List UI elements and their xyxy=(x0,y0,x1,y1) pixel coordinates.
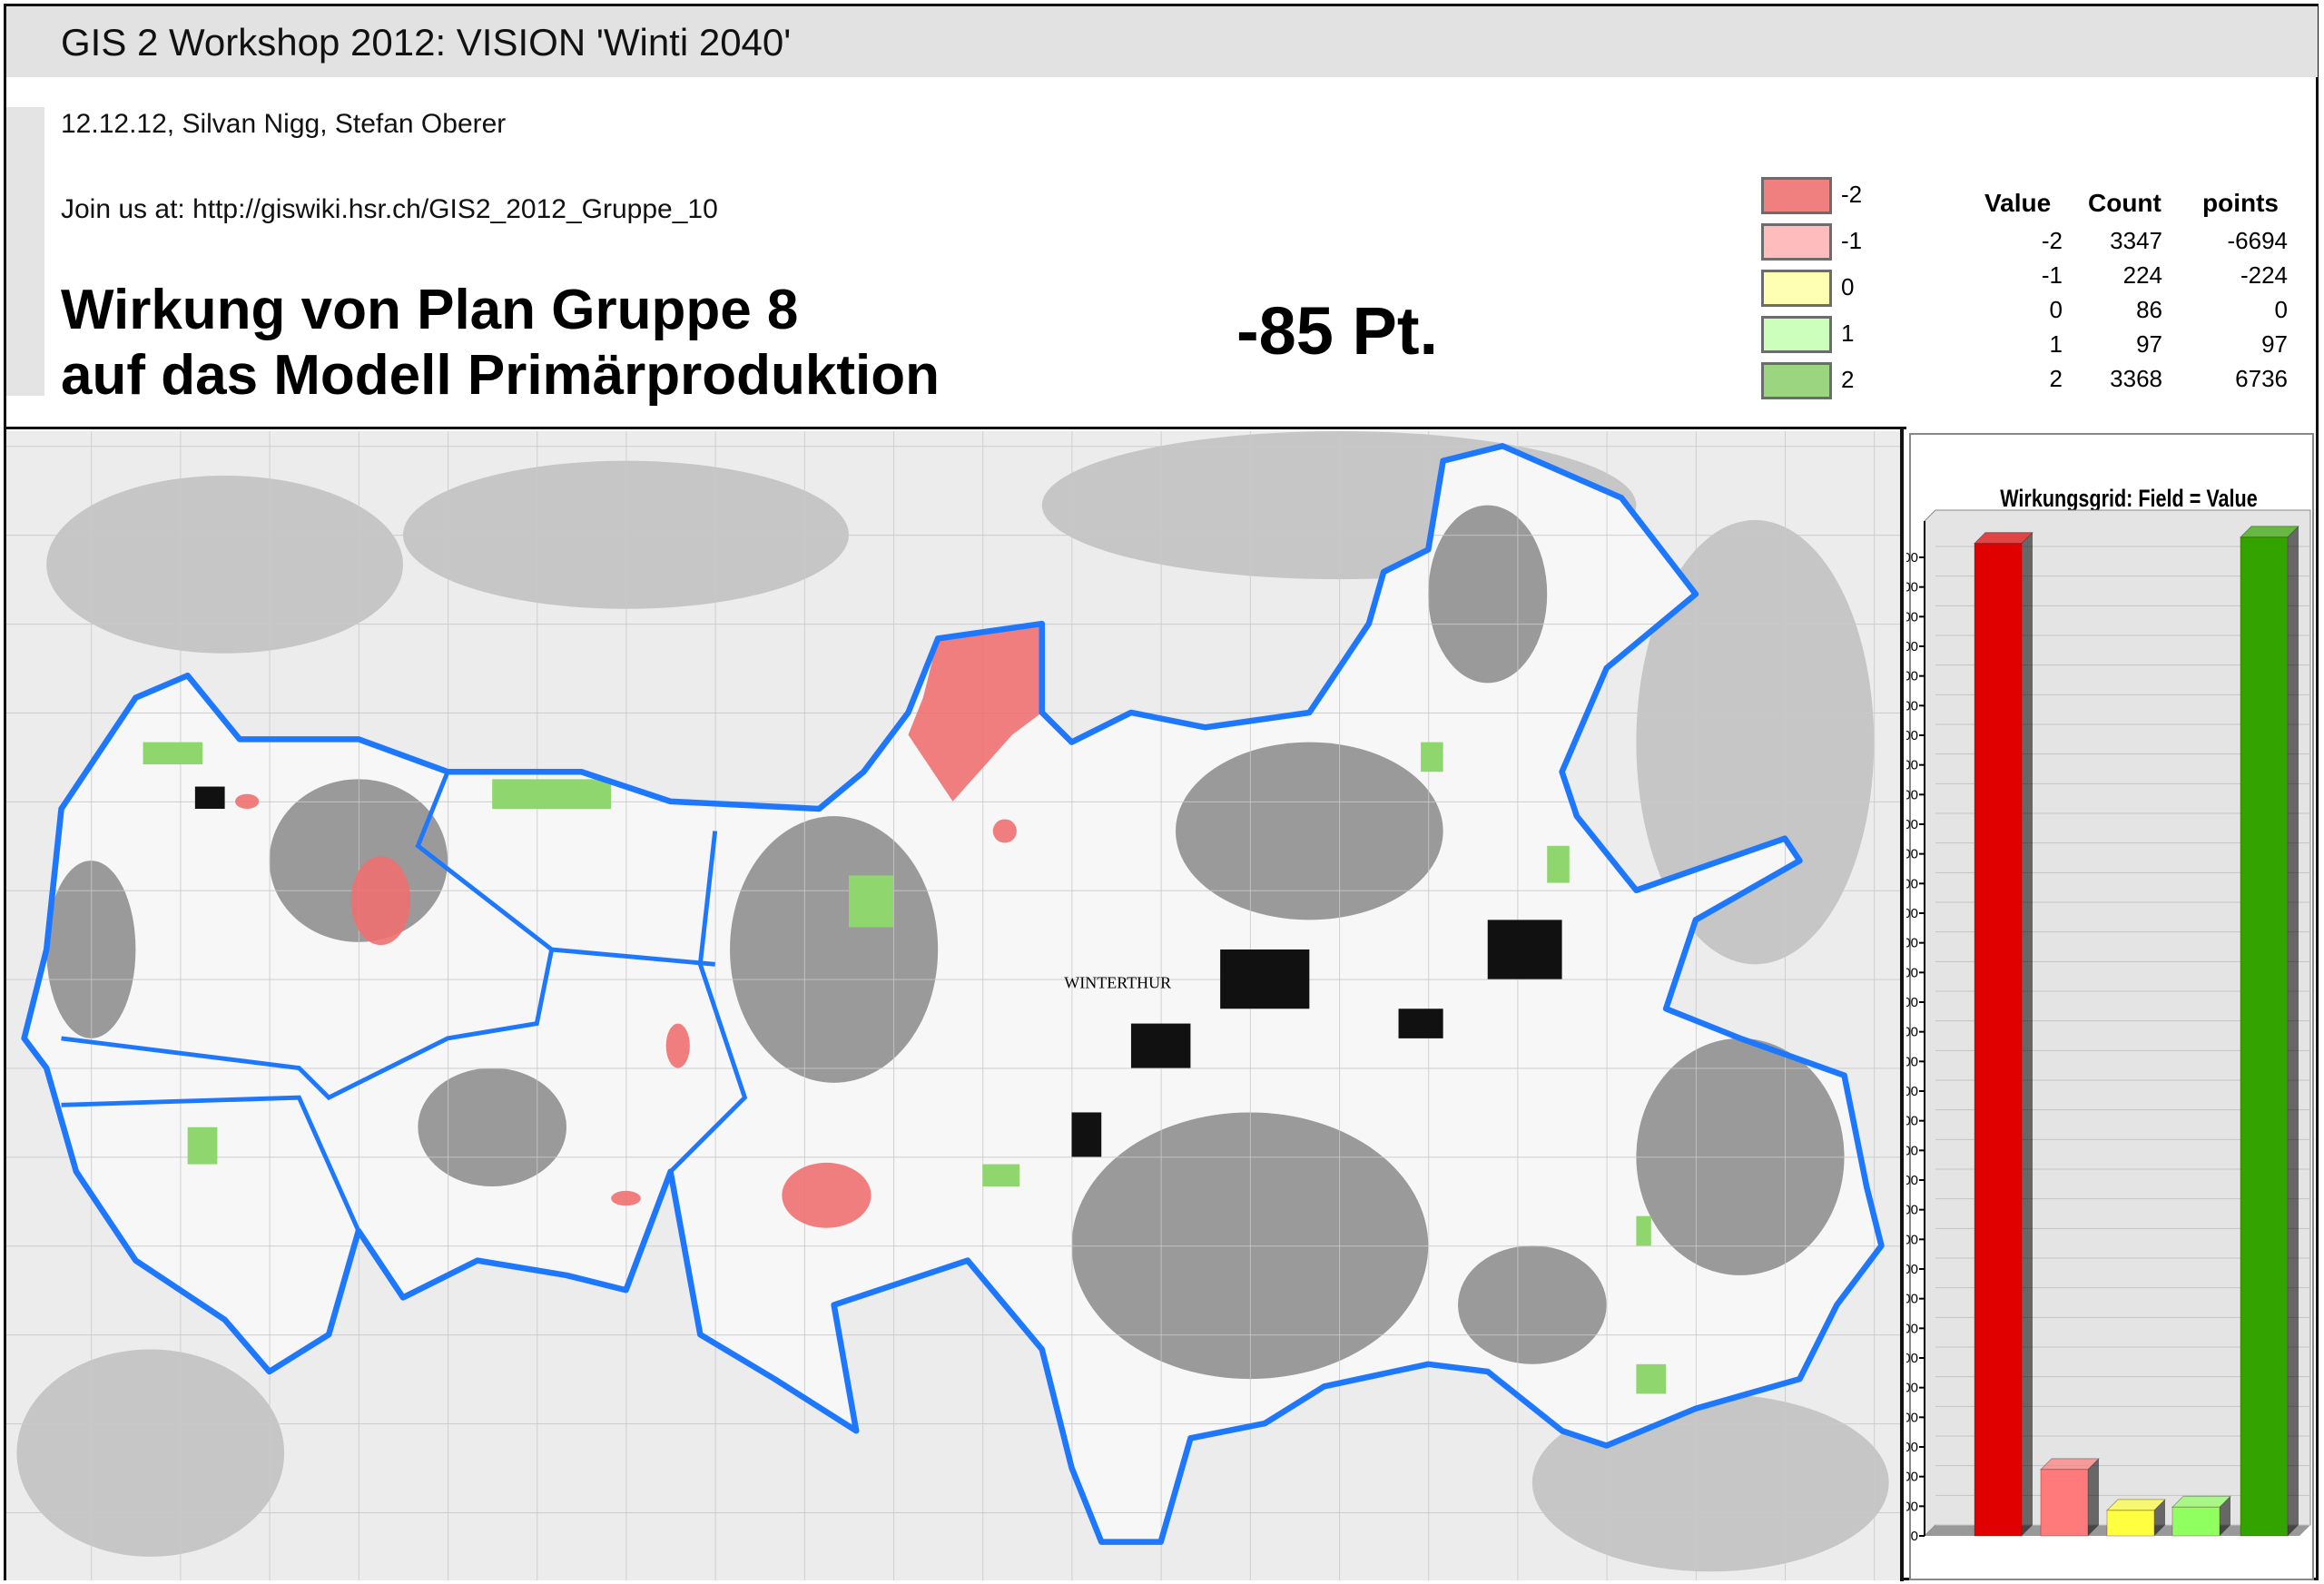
y-tick-label: 2'000 xyxy=(1906,936,1918,951)
chart-title: Wirkungsgrid: Field = Value xyxy=(2000,486,2258,513)
y-tick-label: 100 xyxy=(1906,1499,1918,1514)
y-tick-label: 2'300 xyxy=(1906,847,1918,862)
map-grid xyxy=(6,431,1904,1580)
y-tick-label: 900 xyxy=(1906,1262,1918,1277)
municipality-boundary xyxy=(21,443,1885,1545)
table-cell: 224 xyxy=(2122,261,2162,289)
table-cell: 6736 xyxy=(2235,365,2288,392)
bar-side xyxy=(2088,1458,2099,1536)
y-tick-label: 1'700 xyxy=(1906,1025,1918,1040)
y-tick-label: 500 xyxy=(1906,1381,1918,1396)
accent-bar xyxy=(6,107,44,396)
y-tick-label: 3'100 xyxy=(1906,609,1918,625)
table-cell: -1 xyxy=(2041,261,2063,289)
legend-swatch xyxy=(1761,177,1832,214)
negative-impact-areas xyxy=(235,624,1042,1228)
table-cell: 0 xyxy=(2049,296,2063,323)
bar-2 xyxy=(2240,536,2289,1537)
header-band: GIS 2 Workshop 2012: VISION 'Winti 2040' xyxy=(6,6,2318,77)
y-tick-label: 3'000 xyxy=(1906,639,1918,654)
table-cell: -6694 xyxy=(2227,227,2289,254)
y-tick-label: 1'300 xyxy=(1906,1143,1918,1158)
table-cell: 97 xyxy=(2136,330,2162,358)
y-tick-label: 2'900 xyxy=(1906,669,1918,684)
legend-swatch xyxy=(1761,223,1832,261)
y-tick-label: 200 xyxy=(1906,1470,1918,1485)
poster-title: GIS 2 Workshop 2012: VISION 'Winti 2040' xyxy=(61,21,792,64)
legend-label: -2 xyxy=(1841,181,1863,208)
y-tick-label: 2'700 xyxy=(1906,728,1918,743)
table-cell: -2 xyxy=(2041,227,2063,254)
table-cell: 2 xyxy=(2049,365,2063,392)
y-tick-label: 1'900 xyxy=(1906,965,1918,980)
legend-swatch xyxy=(1761,316,1832,353)
y-tick-label: 3'200 xyxy=(1906,580,1918,595)
legend-label: 2 xyxy=(1841,366,1855,393)
y-tick-label: 400 xyxy=(1906,1410,1918,1425)
col-header-points: points xyxy=(2202,189,2279,217)
buildings xyxy=(194,786,1562,1157)
district-boundaries xyxy=(61,771,748,1232)
bar--2 xyxy=(1974,543,2023,1537)
y-tick-label: 1'400 xyxy=(1906,1114,1918,1129)
wiki-link[interactable]: Join us at: http://giswiki.hsr.ch/GIS2_2… xyxy=(61,194,718,224)
bar-chart: Wirkungsgrid: Field = Value 0 100 200 300 40… xyxy=(1906,433,2314,1580)
y-tick-label: 2'100 xyxy=(1906,906,1918,921)
y-tick-label: 3'300 xyxy=(1906,550,1918,566)
legend-label: 0 xyxy=(1841,273,1855,300)
y-tick-label: 300 xyxy=(1906,1440,1918,1455)
bar--1 xyxy=(2040,1469,2089,1537)
divider xyxy=(4,427,1906,429)
col-header-value: Value xyxy=(1984,189,2052,217)
bar-0 xyxy=(2106,1510,2155,1537)
y-tick-label: 600 xyxy=(1906,1351,1918,1366)
y-tick-label: 2'800 xyxy=(1906,698,1918,713)
score: -85 Pt. xyxy=(1236,293,1439,369)
table-cell: 0 xyxy=(2274,296,2288,323)
y-tick-label: 2'200 xyxy=(1906,876,1918,891)
divider-vertical xyxy=(1900,427,1904,1581)
headline-line2: auf das Modell Primärproduktion xyxy=(61,344,940,407)
col-header-count: Count xyxy=(2088,189,2162,217)
bar-1 xyxy=(2171,1506,2221,1537)
y-tick-label: 800 xyxy=(1906,1292,1918,1307)
authors: 12.12.12, Silvan Nigg, Stefan Oberer xyxy=(61,109,507,139)
legend-swatch xyxy=(1761,270,1832,307)
legend-swatch xyxy=(1761,362,1832,399)
bar-side xyxy=(2220,1496,2230,1536)
y-tick-label: 1'800 xyxy=(1906,995,1918,1010)
y-tick-label: 1'600 xyxy=(1906,1054,1918,1069)
y-tick-label: 2'500 xyxy=(1906,787,1918,802)
map: WINTERTHUR xyxy=(6,431,1904,1580)
legend-label: -1 xyxy=(1841,227,1863,254)
table-cell: 1 xyxy=(2049,330,2063,358)
table-cell: 86 xyxy=(2136,296,2162,323)
bar-side xyxy=(2288,526,2299,1537)
y-tick-label: 1'000 xyxy=(1906,1232,1918,1247)
positive-impact-areas xyxy=(143,742,1667,1394)
bar-side xyxy=(2022,532,2033,1536)
headline-line1: Wirkung von Plan Gruppe 8 xyxy=(61,279,799,341)
table-cell: -224 xyxy=(2240,261,2288,289)
y-tick-label: 2'600 xyxy=(1906,758,1918,773)
legend-label: 1 xyxy=(1841,320,1855,347)
y-tick-label: 1'100 xyxy=(1906,1203,1918,1218)
map-label-winterthur: WINTERTHUR xyxy=(1064,973,1171,991)
table-cell: 97 xyxy=(2261,330,2288,358)
table-cell: 3368 xyxy=(2110,365,2162,392)
y-tick-label: 700 xyxy=(1906,1321,1918,1336)
table-cell: 3347 xyxy=(2110,227,2162,254)
y-tick-label: 1'200 xyxy=(1906,1173,1918,1188)
y-tick-label: 1'500 xyxy=(1906,1084,1918,1099)
bar-side xyxy=(2154,1499,2165,1536)
y-tick-label: 2'400 xyxy=(1906,817,1918,832)
y-tick-label: 0 xyxy=(1911,1529,1918,1544)
